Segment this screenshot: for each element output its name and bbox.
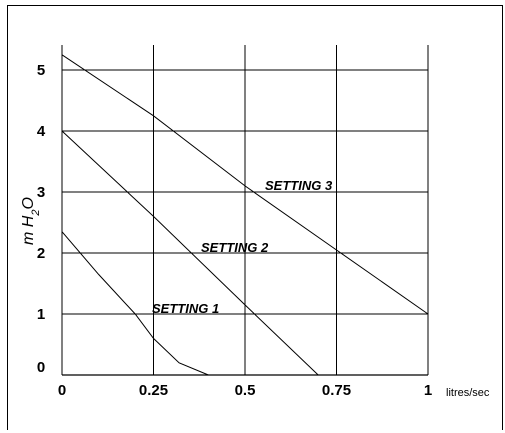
y-tick-label: 4 bbox=[37, 123, 46, 140]
series-line-setting-1 bbox=[61, 231, 209, 376]
y-tick-label: 5 bbox=[37, 62, 45, 79]
y-tick-label: 2 bbox=[37, 245, 45, 262]
series-line-setting-3 bbox=[61, 54, 429, 315]
y-tick-label: 1 bbox=[37, 306, 45, 323]
x-tick-label: 0 bbox=[58, 382, 66, 399]
labels: 0 0.25 0.5 0.75 1 0 1 2 3 4 5 litres/sec SETTING 1 SE… bbox=[37, 62, 490, 399]
series-line-setting-2 bbox=[61, 130, 319, 376]
y-tick-label: 3 bbox=[37, 184, 45, 201]
x-tick-label: 0.5 bbox=[235, 382, 256, 399]
x-tick-label: 0.75 bbox=[322, 382, 351, 399]
chart-frame bbox=[7, 5, 503, 430]
series-lines bbox=[61, 54, 429, 376]
grid bbox=[61, 45, 429, 376]
series-label-setting-1: SETTING 1 bbox=[152, 301, 219, 316]
x-tick-label: 0.25 bbox=[139, 382, 168, 399]
series-label-setting-2: SETTING 2 bbox=[201, 240, 269, 255]
y-tick-label: 0 bbox=[37, 359, 45, 376]
x-axis-unit: litres/sec bbox=[446, 387, 490, 399]
x-tick-label: 1 bbox=[424, 382, 432, 399]
series-label-setting-3: SETTING 3 bbox=[265, 178, 333, 193]
y-axis-label: m H2O bbox=[20, 197, 42, 245]
